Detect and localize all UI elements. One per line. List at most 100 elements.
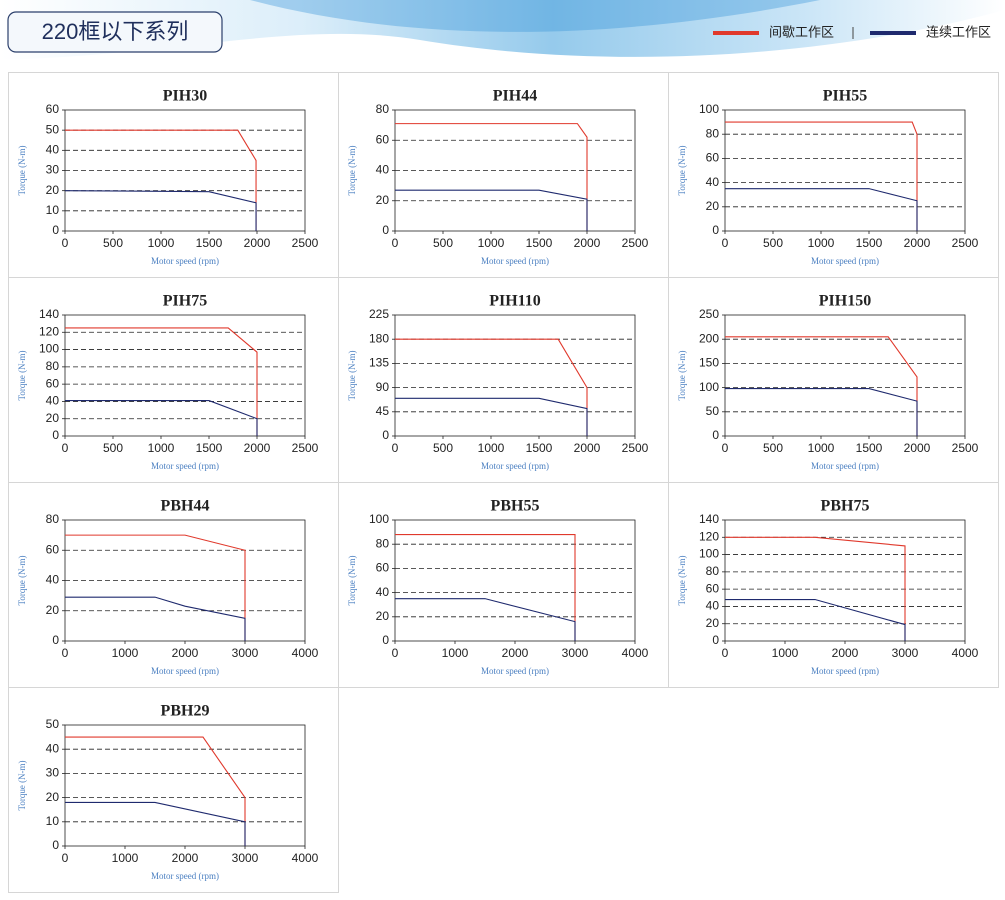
y-tick-label: 60 (376, 561, 390, 575)
chart: PBH44 0 20 40 60 80 0 1000 2000 3000 4000 Motor spe… (8, 482, 339, 688)
chart-title: PIH30 (163, 88, 207, 105)
plot-frame (394, 314, 636, 437)
x-tick-label: 2000 (574, 236, 601, 250)
x-axis-label: Motor speed (rpm) (481, 666, 549, 676)
x-tick-label: 0 (62, 236, 69, 250)
x-tick-label: 4000 (292, 646, 319, 660)
x-tick-label: 2000 (244, 441, 271, 455)
y-tick-label: 40 (46, 573, 60, 587)
series-line (395, 123, 588, 231)
x-tick-label: 0 (722, 646, 729, 660)
y-tick-label: 10 (46, 814, 60, 828)
series-line (65, 534, 246, 641)
x-tick-label: 500 (433, 236, 453, 250)
y-tick-label: 20 (706, 199, 720, 213)
chart-panel (668, 72, 999, 278)
y-axis-label: Torque (N-m) (347, 350, 357, 400)
y-tick-label: 180 (369, 331, 389, 345)
y-tick-label: 60 (46, 376, 60, 390)
x-tick-label: 1000 (772, 646, 799, 660)
x-tick-label: 2000 (502, 646, 529, 660)
y-tick-label: 100 (699, 102, 719, 116)
series-line (395, 533, 576, 641)
x-tick-label: 2000 (172, 646, 199, 660)
x-tick-label: 500 (763, 441, 783, 455)
y-tick-label: 50 (706, 404, 720, 418)
x-tick-label: 3000 (232, 851, 259, 865)
y-tick-label: 0 (712, 428, 719, 442)
y-tick-label: 80 (706, 564, 720, 578)
x-axis-label: Motor speed (rpm) (811, 256, 879, 266)
chart-title: PBH29 (161, 703, 210, 720)
x-tick-label: 0 (392, 441, 399, 455)
x-tick-label: 0 (722, 441, 729, 455)
y-tick-label: 80 (706, 126, 720, 140)
chart: PIH110 0 45 90 135 180 225 0 500 1000 1500 2000 2500… (338, 277, 669, 483)
banner-wave (250, 0, 820, 32)
x-tick-label: 3000 (892, 646, 919, 660)
chart-panel (8, 687, 339, 893)
series-line (65, 400, 258, 436)
y-axis-label: Torque (N-m) (17, 760, 27, 810)
y-tick-label: 120 (39, 324, 59, 338)
series-line (65, 129, 257, 231)
y-tick-label: 50 (46, 717, 60, 731)
x-axis-label: Motor speed (rpm) (481, 256, 549, 266)
y-tick-label: 80 (376, 536, 390, 550)
series-line (65, 327, 258, 436)
x-tick-label: 1000 (442, 646, 469, 660)
y-tick-label: 20 (706, 616, 720, 630)
x-axis-label: Motor speed (rpm) (151, 256, 219, 266)
y-tick-label: 20 (46, 183, 60, 197)
y-tick-label: 0 (712, 223, 719, 237)
legend: 间歇工作区 连续工作区 (713, 24, 991, 39)
y-tick-label: 45 (376, 404, 390, 418)
chart-panel (338, 277, 669, 483)
y-tick-label: 60 (46, 542, 60, 556)
x-tick-label: 0 (392, 646, 399, 660)
plot-frame (394, 519, 636, 642)
y-tick-label: 50 (46, 122, 60, 136)
chart-title: PBH75 (821, 498, 870, 515)
chart: PBH29 0 10 20 30 40 50 0 1000 2000 3000 4000 Motor s… (8, 687, 339, 893)
x-tick-label: 1000 (808, 441, 835, 455)
y-tick-label: 40 (376, 163, 390, 177)
x-tick-label: 2500 (952, 236, 979, 250)
y-tick-label: 100 (699, 380, 719, 394)
x-tick-label: 2500 (292, 236, 319, 250)
y-tick-label: 60 (46, 102, 60, 116)
plot-frame (394, 109, 636, 232)
y-tick-label: 60 (706, 581, 720, 595)
y-axis-label: Torque (N-m) (347, 145, 357, 195)
plot-frame (64, 519, 306, 642)
x-tick-label: 1000 (148, 236, 175, 250)
y-axis-label: Torque (N-m) (347, 555, 357, 605)
y-axis-label: Torque (N-m) (677, 350, 687, 400)
x-tick-label: 500 (103, 236, 123, 250)
x-tick-label: 2000 (172, 851, 199, 865)
y-tick-label: 20 (46, 411, 60, 425)
y-tick-label: 0 (52, 428, 59, 442)
x-tick-label: 1500 (856, 441, 883, 455)
series-line (395, 598, 576, 641)
chart-title: PIH75 (163, 293, 207, 310)
series-line (725, 121, 918, 231)
x-tick-label: 2500 (292, 441, 319, 455)
y-tick-label: 20 (46, 603, 60, 617)
x-tick-label: 2000 (574, 441, 601, 455)
x-axis-label: Motor speed (rpm) (481, 461, 549, 471)
chart-panel (8, 72, 339, 278)
x-tick-label: 500 (433, 441, 453, 455)
series-line (725, 598, 906, 641)
y-tick-label: 0 (52, 838, 59, 852)
x-tick-label: 1000 (112, 851, 139, 865)
plot-frame (724, 314, 966, 437)
y-tick-label: 20 (376, 193, 390, 207)
x-tick-label: 4000 (292, 851, 319, 865)
chart-title: PBH55 (491, 498, 540, 515)
y-tick-label: 0 (382, 223, 389, 237)
chart-title: PIH150 (819, 293, 871, 310)
